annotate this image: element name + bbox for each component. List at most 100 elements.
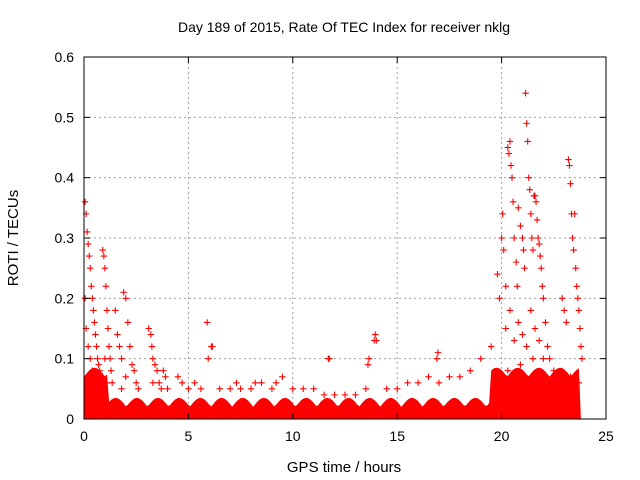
data-point: [499, 210, 506, 218]
data-point: [101, 355, 109, 362]
data-point: [532, 198, 540, 205]
data-point: [574, 295, 582, 302]
data-point: [546, 355, 553, 362]
data-point: [153, 367, 161, 374]
data-point: [237, 385, 244, 393]
data-point: [525, 174, 532, 181]
data-point: [577, 343, 585, 350]
data-point: [531, 325, 539, 332]
data-point: [118, 385, 125, 393]
data-point: [164, 385, 171, 393]
data-point: [362, 385, 370, 393]
data-point: [505, 150, 513, 157]
y-tick-label: 0.6: [55, 49, 75, 65]
data-point: [433, 355, 441, 362]
grid: [84, 57, 606, 419]
data-point: [93, 343, 100, 350]
data-point: [94, 355, 101, 362]
y-axis-label: ROTI / TECUs: [5, 190, 22, 286]
data-point: [373, 337, 380, 344]
data-point: [147, 331, 155, 338]
data-point: [178, 379, 186, 386]
data-point: [510, 337, 518, 344]
data-point: [570, 246, 577, 254]
chart-title: Day 189 of 2015, Rate Of TEC Index for r…: [178, 19, 510, 35]
data-point: [105, 343, 113, 350]
data-point: [84, 240, 92, 248]
data-point: [107, 367, 115, 374]
data-point: [155, 379, 163, 386]
y-tick-label: 0: [66, 411, 74, 427]
data-point: [514, 283, 521, 290]
data-point: [88, 283, 95, 290]
data-point: [203, 319, 211, 326]
y-tick-label: 0.3: [55, 230, 75, 246]
data-point: [528, 234, 536, 242]
data-point: [519, 234, 526, 242]
data-point: [130, 367, 138, 374]
data-point: [135, 385, 142, 393]
data-point: [383, 385, 390, 393]
data-point: [540, 355, 547, 362]
data-point: [558, 295, 566, 302]
plot-frame: [83, 56, 607, 420]
x-tick-label: 25: [598, 428, 614, 444]
data-point: [523, 343, 530, 350]
data-point: [90, 307, 97, 314]
data-point: [258, 379, 265, 386]
data-point: [513, 258, 520, 266]
data-point: [86, 252, 93, 260]
data-point: [533, 216, 541, 224]
data-point: [487, 343, 495, 350]
data-point: [122, 373, 129, 380]
data-point: [326, 355, 333, 362]
data-point: [83, 228, 91, 236]
data-point: [529, 355, 537, 362]
data-point: [118, 355, 125, 362]
data-point: [89, 295, 96, 302]
data-point: [520, 246, 527, 254]
data-point: [527, 307, 535, 314]
data-point: [145, 325, 152, 332]
data-point: [544, 343, 551, 350]
data-point: [572, 264, 579, 272]
data-point: [247, 385, 255, 393]
data-point: [540, 295, 547, 302]
data-point: [506, 138, 514, 145]
data-point: [122, 295, 129, 302]
data-point: [500, 246, 507, 254]
data-point: [434, 349, 442, 356]
data-point: [209, 343, 216, 350]
data-point: [174, 373, 182, 380]
data-point: [120, 289, 127, 296]
data-point: [394, 385, 401, 393]
data-point: [508, 174, 516, 181]
data-point: [87, 264, 94, 272]
data-point: [565, 156, 572, 163]
data-point: [102, 283, 110, 290]
data-point: [569, 234, 576, 242]
data-point: [226, 385, 234, 393]
data-point: [126, 343, 134, 350]
data-point: [92, 331, 99, 338]
data-point: [496, 295, 503, 302]
data-point: [162, 373, 169, 380]
data-point: [567, 180, 574, 187]
data-point: [578, 355, 586, 362]
baseline-noise-band: [84, 367, 581, 419]
data-point: [404, 379, 411, 386]
data-point: [133, 379, 140, 386]
y-tick-label: 0.2: [55, 290, 75, 306]
data-point: [84, 343, 92, 350]
data-point: [519, 331, 526, 338]
x-tick-label: 20: [494, 428, 510, 444]
data-point: [539, 283, 546, 290]
data-point: [124, 319, 132, 326]
data-point: [331, 391, 338, 399]
x-tick-label: 0: [80, 428, 88, 444]
data-point: [535, 337, 543, 344]
data-point: [573, 283, 580, 290]
data-point: [509, 198, 517, 205]
data-point: [191, 379, 198, 386]
